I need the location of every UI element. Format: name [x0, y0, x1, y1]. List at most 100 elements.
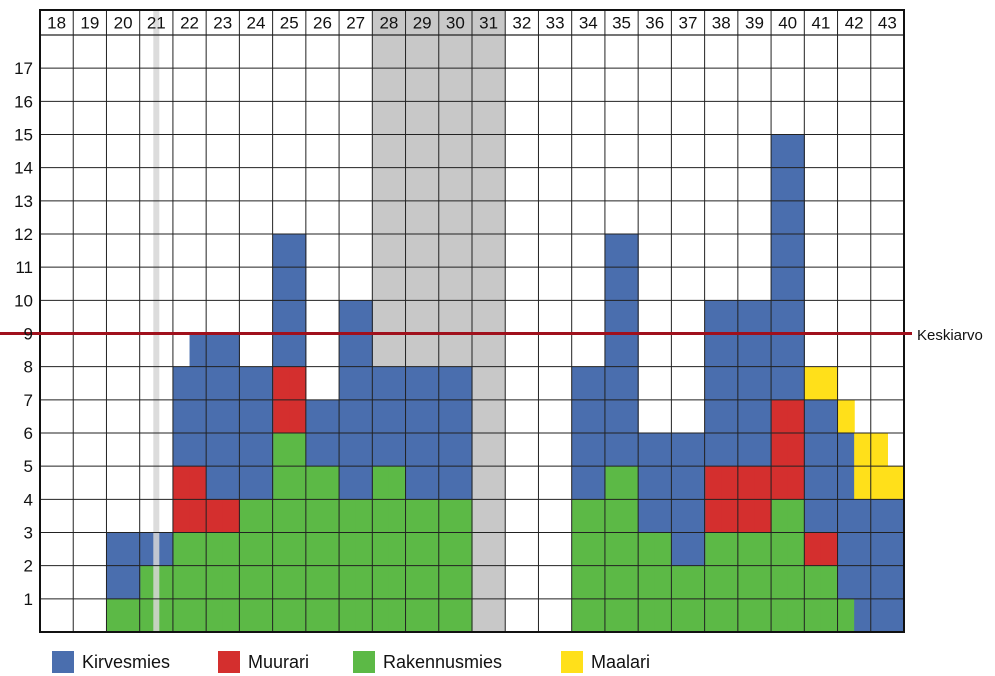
- y-tick-label: 11: [15, 258, 33, 277]
- bar-segment-maalari: [887, 466, 905, 500]
- bar-segment-maalari: [804, 366, 822, 400]
- bar-segment-rakennusmies: [206, 532, 224, 632]
- week-label: 28: [379, 14, 398, 33]
- y-tick-label: 10: [14, 291, 33, 310]
- y-tick-label: 12: [14, 225, 33, 244]
- week-label: 33: [546, 14, 565, 33]
- y-tick-label: 13: [14, 192, 33, 211]
- plot-frame: [39, 9, 905, 633]
- week-label: 36: [645, 14, 664, 33]
- bar-segment-rakennusmies: [172, 532, 191, 632]
- bar-segment-kirvesmies: [172, 366, 191, 467]
- legend-swatch-rakennusmies: [353, 651, 375, 673]
- legend-swatch-muurari: [218, 651, 240, 673]
- week-label: 25: [280, 14, 299, 33]
- bar-segment-kirvesmies: [206, 333, 224, 500]
- legend-item-maalari: Maalari: [561, 650, 650, 674]
- y-tick-label: 14: [14, 159, 33, 178]
- bar-segment-rakennusmies: [123, 598, 141, 632]
- y-tick-label: 8: [24, 358, 33, 377]
- bar-segment-kirvesmies: [704, 300, 722, 467]
- bar-segment-rakennusmies: [638, 532, 656, 632]
- week-label: 43: [878, 14, 897, 33]
- bar-segment-kirvesmies: [156, 532, 174, 566]
- week-label: 23: [213, 14, 232, 33]
- y-tick-label: 2: [24, 557, 33, 576]
- y-tick-label: 7: [24, 391, 33, 410]
- bar-segment-muurari: [771, 399, 789, 500]
- bar-segment-rakennusmies: [721, 532, 739, 632]
- y-tick-label: 5: [24, 457, 33, 476]
- bar-segment-rakennusmies: [372, 466, 390, 632]
- legend-label-maalari: Maalari: [591, 651, 651, 672]
- week-marker: [153, 10, 160, 632]
- bar-segment-muurari: [820, 532, 839, 566]
- chart-legend: Kirvesmies Muurari Rakennusmies Maalari: [0, 644, 995, 676]
- legend-item-rakennusmies: Rakennusmies: [353, 650, 502, 674]
- bar-segment-muurari: [222, 499, 240, 533]
- week-label: 38: [712, 14, 731, 33]
- bar-segment-rakennusmies: [604, 466, 623, 632]
- bar-segment-rakennusmies: [322, 466, 340, 632]
- bar-segment-kirvesmies: [604, 234, 623, 467]
- y-tick-label: 1: [24, 590, 33, 609]
- bar-segment-muurari: [804, 532, 822, 566]
- legend-swatch-kirvesmies: [52, 651, 74, 673]
- week-label: 26: [313, 14, 332, 33]
- week-label: 42: [845, 14, 864, 33]
- week-label: 34: [579, 14, 598, 33]
- y-tick-label: 3: [24, 524, 33, 543]
- week-label: 19: [80, 14, 99, 33]
- bar-segment-kirvesmies: [721, 300, 739, 467]
- week-label: 27: [346, 14, 365, 33]
- week-label: 39: [745, 14, 764, 33]
- week-label: 41: [811, 14, 830, 33]
- week-label: 30: [446, 14, 465, 33]
- bar-segment-rakennusmies: [754, 532, 772, 632]
- bar-segment-rakennusmies: [305, 466, 324, 632]
- bar-segment-kirvesmies: [654, 433, 672, 533]
- y-tick-label: 17: [14, 59, 33, 78]
- week-label: 22: [180, 14, 199, 33]
- legend-item-kirvesmies: Kirvesmies: [52, 650, 170, 674]
- bar-segment-muurari: [787, 399, 805, 500]
- week-label: 18: [47, 14, 66, 33]
- week-label: 40: [778, 14, 797, 33]
- bar-segment-rakennusmies: [737, 532, 756, 632]
- y-tick-label: 6: [24, 424, 33, 443]
- bar-segment-kirvesmies: [754, 300, 772, 467]
- bar-segment-rakennusmies: [621, 466, 639, 632]
- bar-segment-maalari: [837, 399, 855, 433]
- bar-segment-rakennusmies: [106, 598, 124, 632]
- bar-segment-kirvesmies: [638, 433, 656, 533]
- bar-segment-kirvesmies: [388, 366, 407, 467]
- week-label: 21: [147, 14, 166, 33]
- bar-segment-kirvesmies: [139, 532, 157, 566]
- bar-segment-kirvesmies: [737, 300, 756, 467]
- week-label: 32: [512, 14, 531, 33]
- legend-label-muurari: Muurari: [248, 651, 310, 672]
- bar-segment-kirvesmies: [837, 433, 855, 599]
- bar-segment-kirvesmies: [372, 366, 390, 467]
- bar-segment-rakennusmies: [222, 532, 240, 632]
- y-tick-label: 9: [24, 325, 33, 344]
- legend-label-rakennusmies: Rakennusmies: [383, 651, 503, 672]
- week-label: 29: [413, 14, 432, 33]
- week-label: 37: [679, 14, 698, 33]
- bar-segment-kirvesmies: [222, 333, 240, 500]
- bar-segment-kirvesmies: [621, 234, 639, 467]
- y-tick-label: 15: [14, 126, 33, 145]
- legend-item-muurari: Muurari: [218, 650, 309, 674]
- week-label: 31: [479, 14, 498, 33]
- bar-segment-rakennusmies: [837, 598, 855, 632]
- bar-segment-maalari: [820, 366, 839, 400]
- legend-label-kirvesmies: Kirvesmies: [82, 651, 171, 672]
- bar-segment-rakennusmies: [654, 532, 672, 632]
- legend-swatch-maalari: [561, 651, 583, 673]
- week-label: 35: [612, 14, 631, 33]
- y-tick-label: 16: [14, 92, 33, 111]
- bar-segment-muurari: [206, 499, 224, 533]
- bar-segment-rakennusmies: [189, 532, 207, 632]
- bar-segment-rakennusmies: [388, 466, 407, 632]
